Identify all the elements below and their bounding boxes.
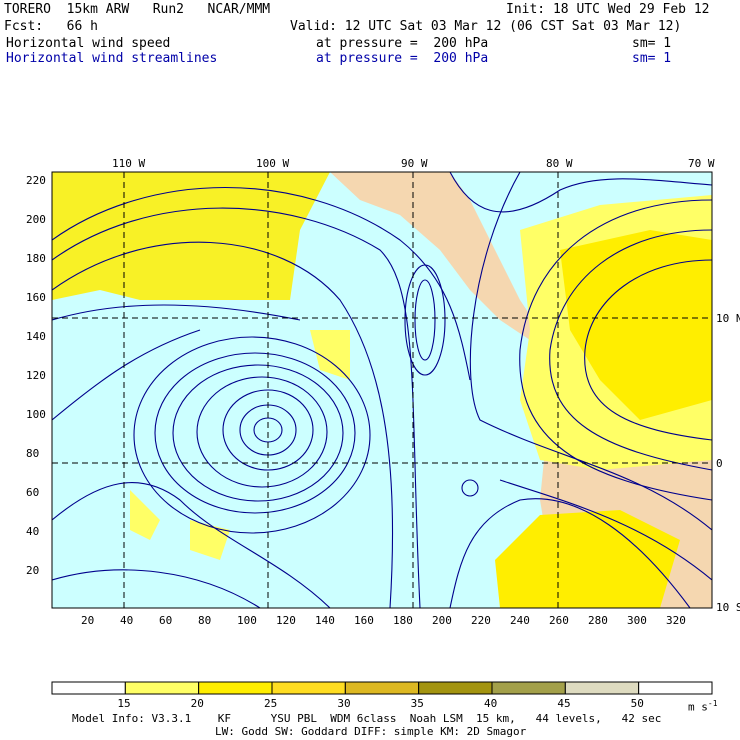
field1-name: Horizontal wind speed	[6, 36, 171, 51]
y-tick-label: 160	[26, 291, 46, 304]
x-tick-label: 280	[588, 614, 608, 627]
x-tick-label: 140	[315, 614, 335, 627]
colorbar	[51, 681, 713, 695]
model-info-line2: LW: Godd SW: Goddard DIFF: simple KM: 2D…	[215, 725, 527, 738]
land-central-america	[330, 172, 712, 608]
colorbar-box	[564, 681, 640, 695]
x-tick-label: 220	[471, 614, 491, 627]
wind-speed-shade	[560, 230, 712, 420]
x-tick-label: 300	[627, 614, 647, 627]
colorbar-box	[124, 681, 200, 695]
colorbar-box	[198, 681, 273, 695]
latitude-label: 10 S	[716, 601, 740, 614]
latitude-label: 10 N	[716, 312, 740, 325]
longitude-label: 90 W	[401, 157, 428, 170]
latitude-label: 0	[716, 457, 723, 470]
x-tick-label: 60	[159, 614, 173, 627]
field1-sm: sm= 1	[632, 36, 672, 51]
x-tick-label: 180	[393, 614, 413, 627]
field2-level: at pressure = 200 hPa	[316, 51, 489, 66]
colorbar-unit: m s-1	[688, 699, 718, 714]
longitude-label: 110 W	[112, 157, 146, 170]
colorbar-label: 30	[337, 697, 351, 710]
colorbar-box	[271, 681, 346, 695]
x-tick-label: 260	[549, 614, 569, 627]
y-tick-label: 220	[26, 174, 46, 187]
y-tick-label: 140	[26, 330, 46, 343]
colorbar-label: 15	[117, 697, 131, 710]
colorbar-label: 40	[484, 697, 498, 710]
colorbar-label: 45	[557, 697, 571, 710]
x-tick-label: 320	[666, 614, 686, 627]
y-tick-label: 200	[26, 213, 46, 226]
field1-level: at pressure = 200 hPa	[316, 36, 489, 51]
colorbar-box	[344, 681, 420, 695]
model-title: TORERO 15km ARW Run2 NCAR/MMM	[4, 2, 271, 17]
init-time: Init: 18 UTC Wed 29 Feb 12	[506, 2, 710, 17]
valid-time: Valid: 12 UTC Sat 03 Mar 12 (06 CST Sat …	[290, 19, 682, 34]
x-tick-label: 100	[237, 614, 257, 627]
wind-speed-shade	[130, 330, 350, 560]
x-tick-label: 240	[510, 614, 530, 627]
y-tick-label: 60	[26, 486, 40, 499]
field2-sm: sm= 1	[632, 51, 672, 66]
x-tick-label: 200	[432, 614, 452, 627]
colorbar-label: 20	[190, 697, 204, 710]
grid-lines	[52, 172, 712, 608]
colorbar-box	[418, 681, 493, 695]
map-frame	[51, 171, 713, 609]
y-tick-label: 80	[26, 447, 40, 460]
colorbar-box	[491, 681, 566, 695]
x-tick-label: 160	[354, 614, 374, 627]
y-tick-label: 120	[26, 369, 46, 382]
streamlines	[52, 172, 712, 608]
y-tick-label: 100	[26, 408, 46, 421]
colorbar-label: 35	[410, 697, 424, 710]
field2-name: Horizontal wind streamlines	[6, 51, 218, 66]
longitude-label: 100 W	[256, 157, 290, 170]
x-tick-label: 80	[198, 614, 212, 627]
x-tick-label: 120	[276, 614, 296, 627]
x-tick-label: 20	[81, 614, 95, 627]
colorbar-label: 25	[264, 697, 278, 710]
colorbar-label: 50	[630, 697, 644, 710]
x-tick-label: 40	[120, 614, 134, 627]
colorbar-box	[51, 681, 126, 695]
model-info-line1: Model Info: V3.3.1 KF YSU PBL WDM 6class…	[72, 712, 662, 725]
y-tick-label: 40	[26, 525, 40, 538]
longitude-label: 80 W	[546, 157, 573, 170]
y-tick-label: 20	[26, 564, 40, 577]
y-tick-label: 180	[26, 252, 46, 265]
longitude-label: 70 W	[688, 157, 715, 170]
forecast-hour: Fcst: 66 h	[4, 19, 98, 34]
wind-speed-shade	[495, 510, 680, 608]
colorbar-box	[638, 681, 713, 695]
